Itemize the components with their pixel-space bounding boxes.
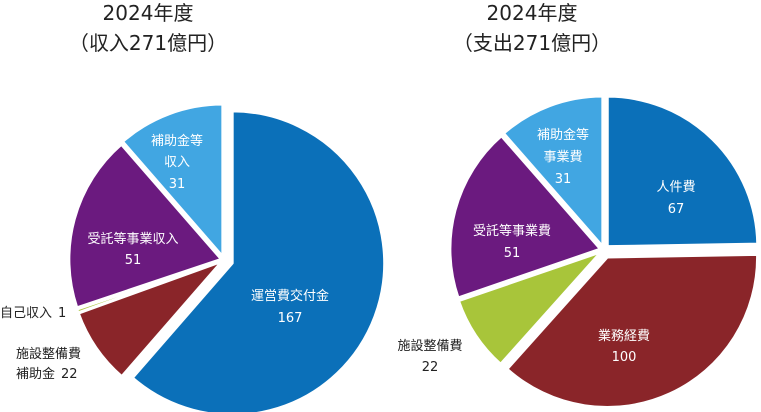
value-shisetsu-seibihi: 22 (422, 360, 439, 375)
value-jiko-shunyu: 1 (58, 306, 66, 321)
label-jiko-shunyu-text: 自己収入 (0, 306, 52, 321)
label-hojokin-jigyohi-line1: 補助金等 (537, 127, 589, 143)
expenditure-title: 2024年度 (487, 1, 578, 25)
label-shisetsu-seibihi: 施設整備費 (397, 338, 462, 354)
label-shisetsu-hojokin-line1: 施設整備費 (16, 346, 81, 362)
label-jiko-shunyu: 自己収入 1 (0, 306, 66, 321)
label-shisetsu-hojokin-text: 補助金 (16, 366, 55, 382)
label-hojokin-shunyu-line2: 収入 (164, 155, 190, 170)
expenditure-pie (448, 95, 759, 409)
value-shisetsu-hojokin: 22 (61, 367, 78, 382)
pie-slice-施設整備費 (457, 250, 602, 366)
value-jutaku-jigyohi: 51 (504, 246, 521, 261)
revenue-subtitle: （収入271億円） (69, 31, 227, 55)
revenue-title: 2024年度 (103, 1, 194, 25)
pie-slice-補助金等事業費 (502, 95, 604, 248)
label-gyomu-keihi: 業務経費 (598, 328, 650, 344)
pie-slice-人件費 (606, 95, 759, 248)
pie-slice-受託等事業費 (448, 134, 602, 299)
pie-slice-受託等事業収入 (67, 143, 223, 309)
pie-slice-自己収入 (75, 259, 223, 314)
value-gyomu-keihi: 100 (612, 350, 637, 365)
expenditure-subtitle: （支出271億円） (453, 31, 611, 55)
value-jutaku-shunyu: 51 (125, 253, 142, 268)
value-hojokin-jigyohi: 31 (555, 172, 572, 187)
label-hojokin-shunyu-line1: 補助金等 (151, 133, 203, 149)
label-shisetsu-hojokin-line2: 補助金 22 (16, 366, 78, 382)
value-uneihi: 167 (278, 311, 303, 326)
label-jutaku-shunyu: 受託等事業収入 (87, 231, 178, 247)
label-jinkenhi: 人件費 (656, 180, 695, 195)
label-uneihi: 運営費交付金 (251, 288, 329, 304)
label-hojokin-jigyohi-line2: 事業費 (543, 149, 582, 165)
value-jinkenhi: 67 (668, 202, 685, 217)
revenue-pie (67, 103, 386, 412)
pie-slice-運営費交付金 (131, 109, 386, 412)
pie-slice-業務経費 (506, 253, 759, 409)
pie-slice-補助金等収入 (121, 103, 224, 258)
value-hojokin-shunyu: 31 (169, 177, 186, 192)
label-jutaku-jigyohi: 受託等事業費 (473, 223, 551, 239)
